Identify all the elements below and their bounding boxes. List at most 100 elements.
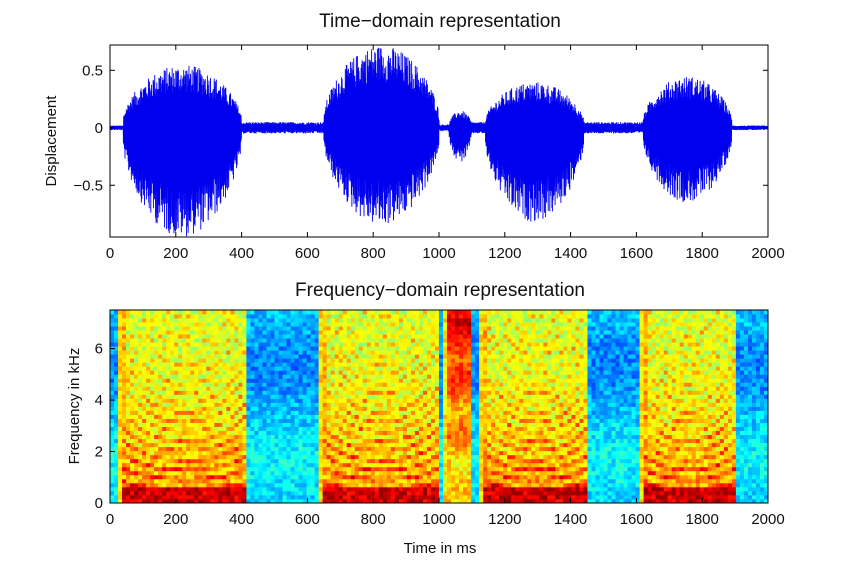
spectrogram-cell — [495, 390, 500, 395]
spectrogram-cell — [334, 498, 340, 504]
spectrogram-cell — [479, 406, 484, 411]
spectrogram-cell — [194, 346, 199, 351]
spectrogram-cell — [174, 482, 179, 488]
spectrogram-cell — [430, 470, 436, 476]
spectrogram-cell — [455, 402, 460, 407]
spectrogram-cell — [274, 442, 279, 448]
spectrogram-cell — [258, 338, 263, 343]
spectrogram-cell — [302, 354, 307, 359]
spectrogram-cell — [475, 442, 480, 448]
spectrogram-cell — [278, 342, 283, 347]
spectrogram-cell — [362, 438, 368, 444]
spectrogram-cell — [467, 318, 472, 323]
spectrogram-cell — [310, 330, 316, 335]
spectrogram-cell — [210, 318, 215, 323]
spectrogram-cell — [238, 354, 243, 359]
spectrogram-cell — [166, 438, 171, 444]
spectrogram-cell — [378, 406, 384, 411]
spectrogram-cell — [146, 330, 151, 335]
spectrogram-cell — [374, 474, 380, 480]
spectrogram-cell — [374, 434, 380, 440]
spectrogram-cell — [150, 382, 155, 387]
spectrogram-cell — [238, 374, 243, 379]
spectrogram-cell — [366, 466, 372, 472]
spectrogram-cell — [318, 462, 324, 468]
spectrogram-cell — [487, 494, 492, 500]
spectrogram-cell — [130, 422, 135, 427]
spectrogram-cell — [266, 498, 271, 504]
spectrogram-cell — [154, 446, 159, 452]
spectrogram-cell — [170, 358, 175, 363]
spectrogram-cell — [278, 470, 283, 476]
spectrogram-cell — [214, 378, 219, 383]
spectrogram-cell — [210, 346, 215, 351]
spectrogram-cell — [310, 478, 316, 484]
spectrogram-cell — [459, 414, 464, 419]
spectrogram-cell — [190, 498, 195, 504]
spectrogram-cell — [314, 442, 320, 448]
spectrogram-cell — [310, 418, 316, 423]
spectrogram-cell — [318, 418, 324, 423]
spectrogram-cell — [222, 478, 227, 484]
spectrogram-cell — [234, 350, 239, 355]
spectrogram-cell — [414, 314, 420, 319]
spectrogram-cell — [234, 438, 239, 444]
spectrogram-cell — [426, 498, 432, 504]
spectrogram-cell — [418, 410, 424, 415]
spectrogram-cell — [290, 342, 295, 347]
spectrogram-cell — [310, 338, 316, 343]
spectrogram-cell — [366, 398, 372, 403]
spectrogram-cell — [114, 454, 119, 460]
spectrogram-cell — [166, 354, 171, 359]
spectrogram-cell — [358, 382, 364, 387]
spectrogram-cell — [515, 466, 520, 472]
spectrogram-cell — [467, 342, 472, 347]
spectrogram-cell — [386, 378, 392, 383]
spectrogram-cell — [475, 366, 480, 371]
spectrogram-cell — [246, 334, 251, 339]
spectrogram-cell — [158, 450, 163, 456]
spectrogram-cell — [394, 314, 400, 319]
spectrogram-cell — [358, 410, 364, 415]
spectrogram-cell — [286, 470, 291, 476]
spectrogram-cell — [278, 430, 283, 436]
spectrogram-cell — [190, 398, 195, 403]
spectrogram-cell — [186, 390, 191, 395]
spectrogram-cell — [254, 374, 259, 379]
spectrogram-cell — [170, 398, 175, 403]
spectrogram-cell — [443, 334, 448, 339]
spectrogram-cell — [495, 314, 500, 319]
spectrogram-cell — [467, 414, 472, 419]
spectrogram-cell — [370, 382, 376, 387]
spectrogram-cell — [142, 322, 147, 327]
spectrogram-cell — [134, 482, 139, 488]
spectrogram-cell — [226, 422, 231, 427]
spectrogram-cell — [338, 358, 344, 363]
spectrogram-cell — [186, 378, 191, 383]
spectrogram-cell — [370, 426, 376, 432]
spectrogram-cell — [238, 434, 243, 440]
spectrogram-cell — [182, 454, 187, 460]
spectrogram-cell — [334, 450, 340, 456]
spectrogram-cell — [150, 450, 155, 456]
spectrogram-cell — [210, 470, 215, 476]
spectrogram-cell — [378, 310, 384, 315]
spectrogram-cell — [330, 402, 336, 407]
spectrogram-cell — [262, 362, 267, 367]
spectrogram-cell — [150, 342, 155, 347]
spectrogram-cell — [290, 346, 295, 351]
spectrogram-cell — [447, 442, 452, 448]
spectrogram-cell — [443, 470, 448, 476]
spectrogram-cell — [114, 470, 119, 476]
spectrogram-cell — [282, 386, 287, 391]
spectrogram-cell — [222, 434, 227, 440]
spectrogram-cell — [362, 402, 368, 407]
spectrogram-cell — [306, 366, 312, 371]
spectrogram-cell — [459, 310, 464, 315]
spectrogram-cell — [306, 314, 312, 319]
spectrogram-cell — [250, 482, 255, 488]
spectrogram-cell — [150, 486, 155, 492]
spectrogram-cell — [495, 318, 500, 323]
spectrogram-cell — [483, 358, 488, 363]
spectrogram-cell — [274, 466, 279, 472]
